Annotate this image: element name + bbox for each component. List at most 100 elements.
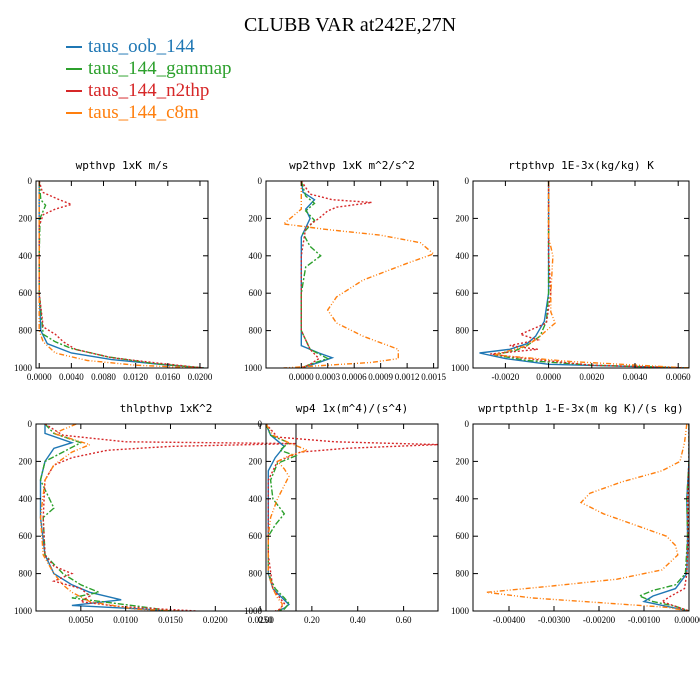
x-tick-label: 0.0000 bbox=[289, 372, 314, 382]
legend-swatch bbox=[66, 68, 82, 70]
legend-item: taus_144_c8m bbox=[66, 102, 232, 124]
series-group bbox=[39, 424, 296, 611]
series-group bbox=[281, 181, 435, 368]
legend: taus_oob_144 taus_144_gammap taus_144_n2… bbox=[66, 36, 232, 124]
panel: wp2thvp 1xK m^2/s^2 0 200 400 600 800 1000 0.00… bbox=[244, 159, 446, 382]
legend-label: taus_144_gammap bbox=[88, 58, 232, 79]
x-tick-label: 0.0040 bbox=[623, 372, 648, 382]
series-line bbox=[38, 181, 205, 368]
series-line bbox=[266, 424, 298, 611]
x-tick-label: -0.00400 bbox=[493, 615, 526, 625]
series-line bbox=[39, 424, 171, 611]
y-tick-label: 0 bbox=[465, 176, 470, 186]
x-tick-label: 0.0040 bbox=[59, 372, 84, 382]
y-tick-label: 600 bbox=[456, 288, 470, 298]
y-tick-label: 200 bbox=[249, 456, 263, 466]
x-tick-label: 0.60 bbox=[396, 615, 412, 625]
x-tick-label: 0.0100 bbox=[113, 615, 138, 625]
y-tick-label: 400 bbox=[249, 251, 263, 261]
x-tick-label: 0.0009 bbox=[368, 372, 393, 382]
series-line bbox=[490, 181, 689, 368]
x-tick-label: 0.40 bbox=[350, 615, 366, 625]
legend-swatch bbox=[66, 112, 82, 114]
y-tick-label: 1000 bbox=[451, 363, 470, 373]
y-tick-label: 0 bbox=[258, 419, 263, 429]
x-tick-label: -0.0020 bbox=[492, 372, 520, 382]
legend-label: taus_oob_144 bbox=[88, 36, 195, 57]
y-tick-label: 200 bbox=[456, 456, 470, 466]
plot-frame bbox=[35, 180, 209, 369]
y-tick-label: 400 bbox=[456, 494, 470, 504]
series-line bbox=[494, 181, 689, 368]
series-group bbox=[266, 424, 438, 611]
x-tick-label: 0.0012 bbox=[395, 372, 420, 382]
panel-title: rtpthvp 1E-3x(kg/kg) K bbox=[508, 159, 654, 172]
y-tick-label: 800 bbox=[19, 569, 33, 579]
y-tick-label: 400 bbox=[19, 251, 33, 261]
panel: rtpthvp 1E-3x(kg/kg) K 0 200 400 600 800 1000 -… bbox=[451, 159, 691, 382]
y-tick-label: 1000 bbox=[451, 606, 470, 616]
x-tick-label: 0.0250 bbox=[248, 615, 273, 625]
panel-title: wpthvp 1xK m/s bbox=[76, 159, 169, 172]
x-tick-label: 0.0060 bbox=[666, 372, 691, 382]
x-tick-label: 0.0200 bbox=[188, 372, 213, 382]
series-line bbox=[637, 424, 689, 611]
x-tick-label: 0.0150 bbox=[158, 615, 183, 625]
legend-swatch bbox=[66, 90, 82, 92]
series-line bbox=[281, 181, 435, 368]
series-group bbox=[479, 181, 689, 368]
y-tick-label: 0 bbox=[28, 176, 33, 186]
panel-title: thlpthvp 1xK^2 bbox=[120, 402, 213, 415]
x-tick-label: -0.00100 bbox=[628, 615, 661, 625]
chart-title: CLUBB VAR at242E,27N bbox=[243, 14, 457, 36]
y-tick-label: 600 bbox=[19, 288, 33, 298]
series-line bbox=[300, 181, 330, 368]
x-tick-label: 0.0080 bbox=[91, 372, 116, 382]
series-line bbox=[266, 424, 310, 611]
plot-frame bbox=[35, 423, 297, 612]
y-tick-label: 1000 bbox=[244, 363, 263, 373]
x-tick-label: 0.0050 bbox=[68, 615, 93, 625]
y-tick-label: 800 bbox=[19, 326, 33, 336]
y-tick-label: 600 bbox=[456, 531, 470, 541]
x-tick-label: 0.0000 bbox=[536, 372, 561, 382]
y-tick-label: 800 bbox=[456, 326, 470, 336]
y-tick-label: 200 bbox=[19, 213, 33, 223]
series-line bbox=[39, 424, 171, 611]
y-tick-label: 200 bbox=[456, 213, 470, 223]
series-line bbox=[486, 424, 689, 611]
plot-frame bbox=[472, 423, 690, 612]
series-line bbox=[266, 424, 438, 611]
panel: wprtpthlp 1-E-3x(m kg K)/(s kg) 0 200 400 60… bbox=[451, 402, 700, 625]
x-tick-label: 0.0200 bbox=[203, 615, 228, 625]
panel-title: wp4 1x(m^4)/(s^4) bbox=[296, 402, 409, 415]
plot-frame bbox=[265, 180, 439, 369]
legend-label: taus_144_c8m bbox=[88, 102, 199, 123]
series-line bbox=[660, 424, 689, 611]
y-tick-label: 0 bbox=[465, 419, 470, 429]
x-tick-label: 0.20 bbox=[304, 615, 320, 625]
x-tick-label: 0.0015 bbox=[421, 372, 446, 382]
x-tick-label: 0.0120 bbox=[123, 372, 148, 382]
series-line bbox=[479, 181, 689, 368]
panel: thlpthvp 1xK^2 0 200 400 600 800 1000 0.0050 0.0… bbox=[14, 402, 297, 625]
series-line bbox=[38, 181, 205, 368]
series-group bbox=[486, 424, 689, 611]
legend-label: taus_144_n2thp bbox=[88, 80, 210, 101]
legend-item: taus_144_n2thp bbox=[66, 80, 232, 102]
series-line bbox=[42, 424, 296, 611]
legend-item: taus_oob_144 bbox=[66, 36, 232, 58]
y-tick-label: 600 bbox=[249, 531, 263, 541]
series-group bbox=[38, 181, 205, 368]
legend-swatch bbox=[66, 46, 82, 48]
y-tick-label: 400 bbox=[19, 494, 33, 504]
y-tick-label: 400 bbox=[249, 494, 263, 504]
series-line bbox=[38, 181, 205, 368]
y-tick-label: 0 bbox=[28, 419, 33, 429]
y-tick-label: 1000 bbox=[14, 606, 33, 616]
y-tick-label: 800 bbox=[456, 569, 470, 579]
